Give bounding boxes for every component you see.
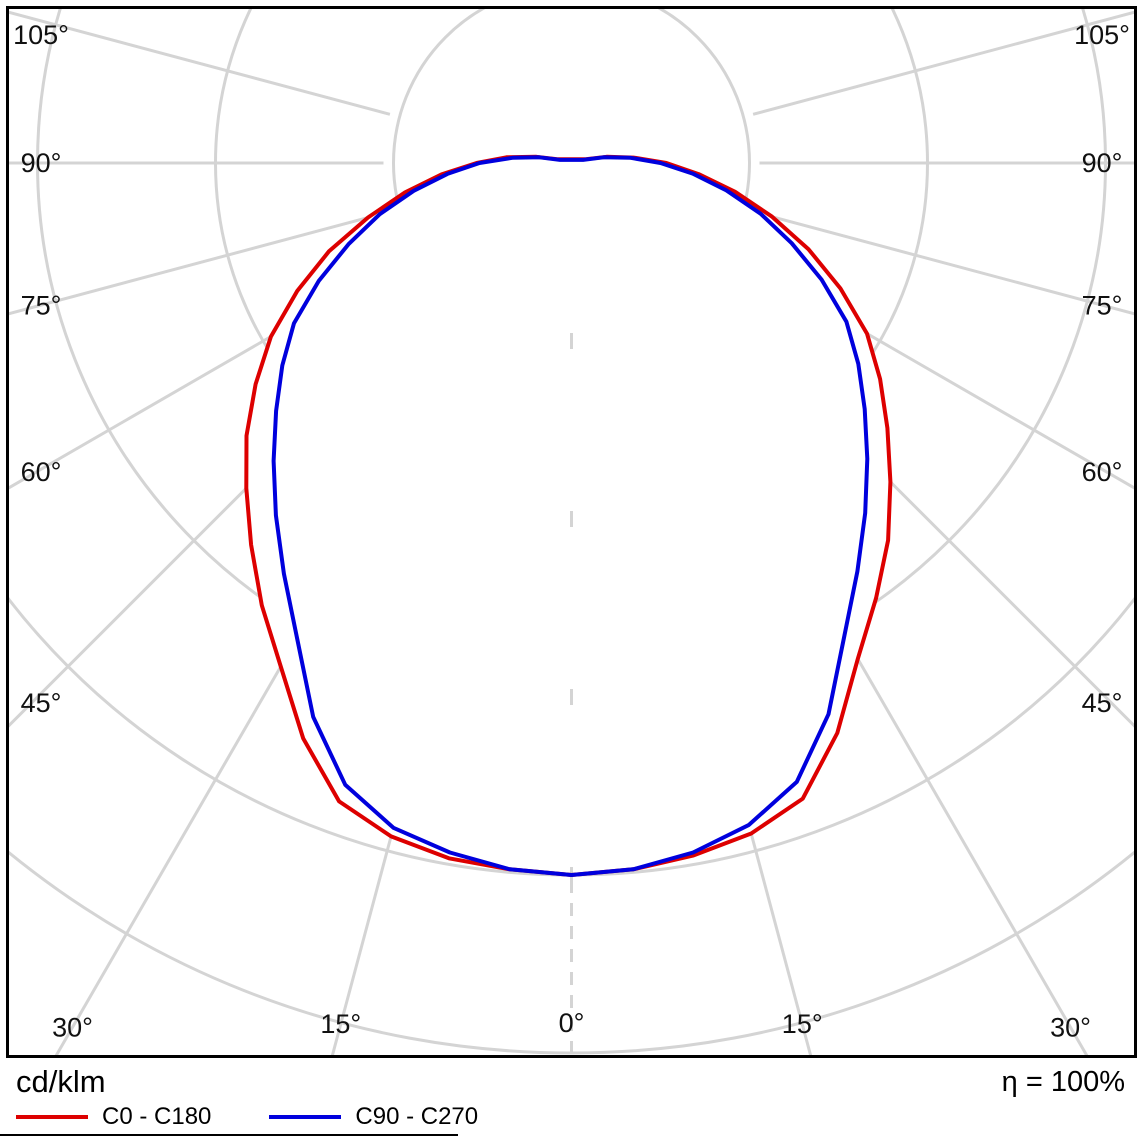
angle-label: 0° — [559, 1008, 585, 1038]
angle-label: 30° — [52, 1012, 93, 1042]
grid-ray — [9, 255, 410, 490]
angle-label: 60° — [21, 457, 62, 487]
polar-intensity-chart: 0° 15° 15° 30° 30° 45° 45° 60° 60° 75° 75° 90° 90° 10… — [9, 9, 1134, 1055]
legend: C0 - C180 C90 - C270 — [16, 1103, 536, 1131]
curve-c90-c270 — [271, 155, 870, 877]
angle-label: 90° — [1082, 148, 1123, 178]
grid-ray — [752, 10, 1134, 116]
angle-label: 15° — [320, 1009, 361, 1039]
angle-label: 105° — [1074, 20, 1130, 50]
polar-plot-frame: 0° 15° 15° 30° 30° 45° 45° 60° 60° 75° 75° 90° 90° 10… — [6, 6, 1137, 1058]
angle-label: 90° — [21, 148, 62, 178]
angle-label: 15° — [782, 1009, 823, 1039]
grid-ray — [752, 210, 1134, 316]
legend-label-c90-c270: C90 - C270 — [355, 1103, 479, 1130]
grid-ray — [9, 210, 391, 316]
legend-label-c0-c180: C0 - C180 — [102, 1103, 212, 1130]
angle-label: 75° — [21, 290, 62, 320]
efficiency-label: η = 100% — [1001, 1066, 1125, 1098]
legend-line-c90-c270 — [269, 1115, 342, 1119]
legend-line-c0-c180 — [16, 1115, 88, 1119]
grid-ray — [733, 255, 1134, 490]
angle-label: 45° — [21, 688, 62, 718]
angle-label: 60° — [1082, 457, 1123, 487]
angle-label: 75° — [1082, 290, 1123, 320]
angle-label: 45° — [1082, 688, 1123, 718]
grid-ray — [9, 10, 391, 116]
angle-label: 105° — [13, 20, 69, 50]
legend-divider — [0, 1134, 458, 1136]
angle-label: 30° — [1050, 1012, 1091, 1042]
unit-label: cd/klm — [16, 1064, 106, 1099]
